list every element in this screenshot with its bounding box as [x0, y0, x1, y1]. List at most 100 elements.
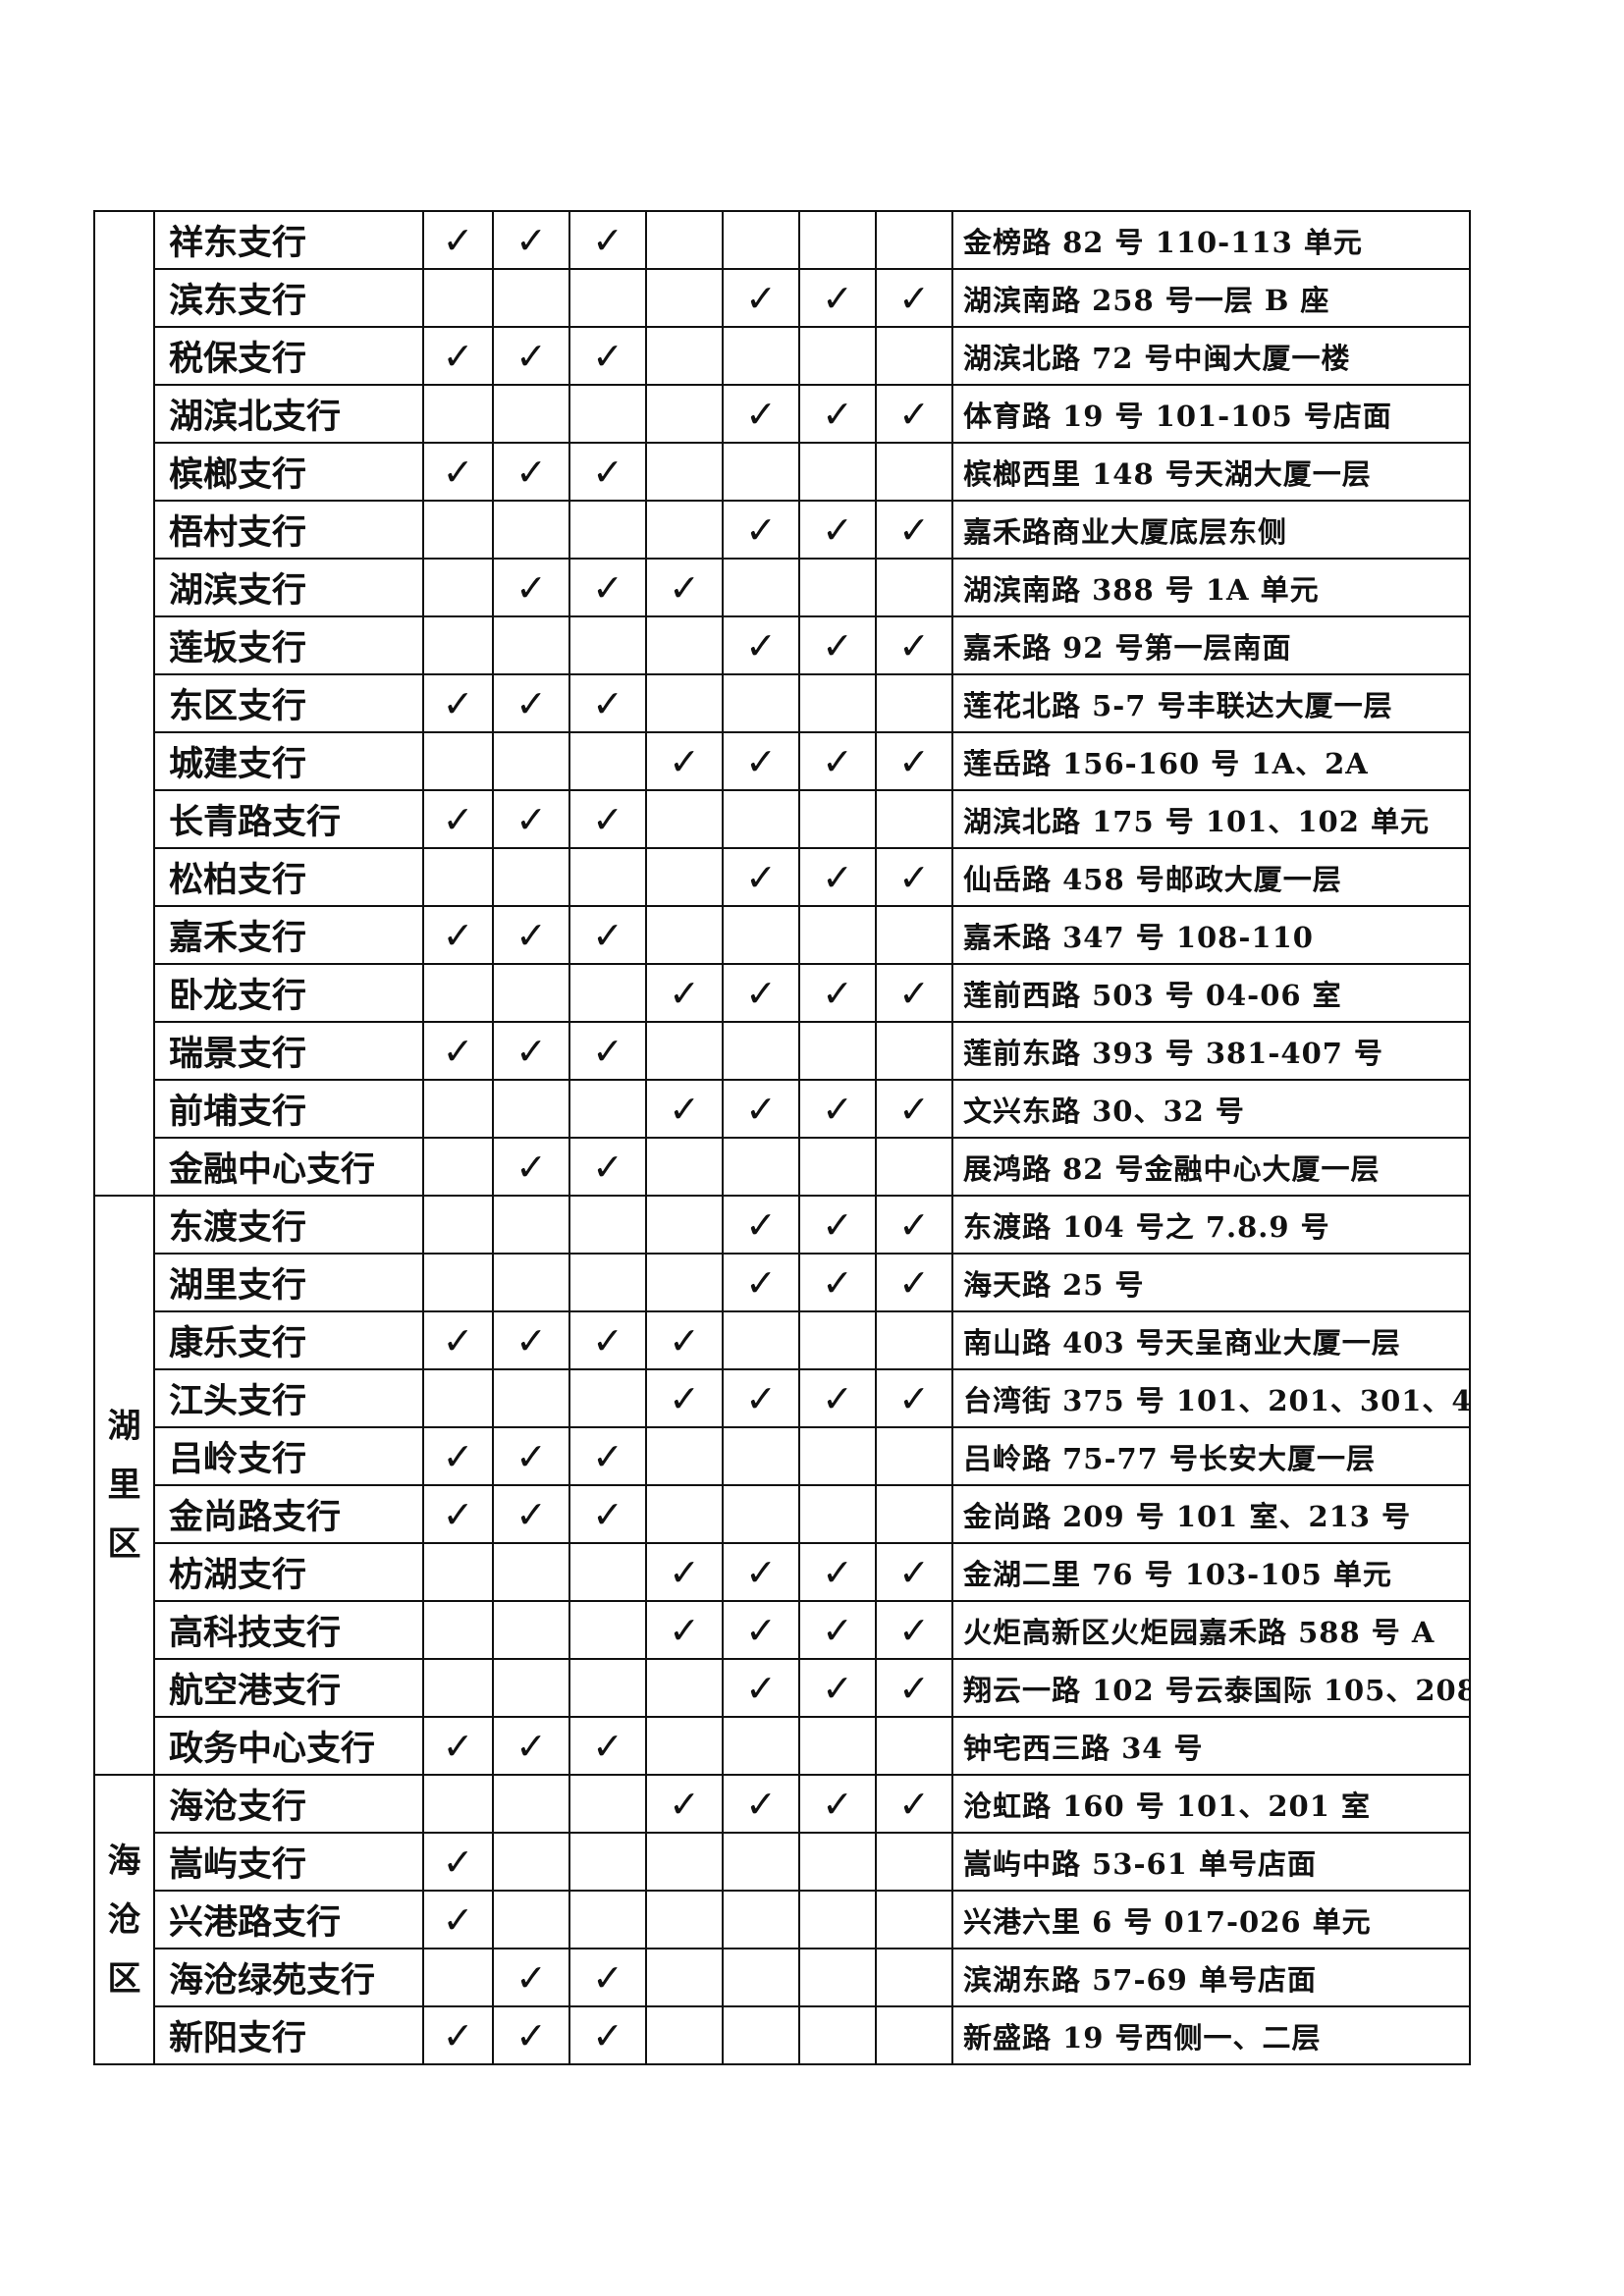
check-mark-icon: ✓ — [492, 326, 570, 386]
check-mark-icon: ✓ — [568, 210, 647, 270]
empty-check-cell — [568, 1774, 647, 1834]
empty-check-cell — [875, 1021, 953, 1081]
branch-address: 湖滨南路 258 号一层 B 座 — [951, 268, 1471, 328]
empty-check-cell — [875, 789, 953, 849]
check-mark-icon: ✓ — [492, 905, 570, 965]
check-mark-icon: ✓ — [798, 500, 877, 560]
empty-check-cell — [722, 1832, 800, 1892]
check-mark-icon: ✓ — [568, 442, 647, 502]
branch-address: 嘉禾路 92 号第一层南面 — [951, 615, 1471, 675]
empty-check-cell — [492, 1890, 570, 1949]
district-label: 海沧区 — [107, 1841, 141, 1999]
empty-check-cell — [568, 1600, 647, 1660]
table-row: 政务中心支行 ✓ ✓ ✓ 钟宅西三路 34 号 — [94, 1716, 1471, 1776]
branch-address: 兴港六里 6 号 017-026 单元 — [951, 1890, 1471, 1949]
empty-check-cell — [568, 1542, 647, 1602]
branch-name: 高科技支行 — [153, 1600, 424, 1660]
branch-address: 嵩屿中路 53-61 单号店面 — [951, 1832, 1471, 1892]
branch-name: 松柏支行 — [153, 847, 424, 907]
branch-address: 钟宅西三路 34 号 — [951, 1716, 1471, 1776]
table-row: 康乐支行 ✓ ✓ ✓ ✓ 南山路 403 号天呈商业大厦一层 — [94, 1310, 1471, 1370]
check-mark-icon: ✓ — [798, 1542, 877, 1602]
empty-check-cell — [568, 1658, 647, 1718]
empty-check-cell — [798, 1832, 877, 1892]
check-mark-icon: ✓ — [722, 615, 800, 675]
empty-check-cell — [645, 1658, 724, 1718]
table-row: 高科技支行 ✓ ✓ ✓ ✓ 火炬高新区火炬园嘉禾路 588 号 A — [94, 1600, 1471, 1660]
empty-check-cell — [568, 847, 647, 907]
table-row: 税保支行 ✓ ✓ ✓ 湖滨北路 72 号中闽大厦一楼 — [94, 326, 1471, 386]
empty-check-cell — [798, 1890, 877, 1949]
check-mark-icon: ✓ — [422, 1484, 494, 1544]
empty-check-cell — [492, 847, 570, 907]
empty-check-cell — [422, 847, 494, 907]
branch-name: 梧村支行 — [153, 500, 424, 560]
check-mark-icon: ✓ — [568, 1021, 647, 1081]
branch-name: 税保支行 — [153, 326, 424, 386]
empty-check-cell — [492, 1368, 570, 1428]
check-mark-icon: ✓ — [798, 268, 877, 328]
check-mark-icon: ✓ — [875, 1600, 953, 1660]
check-mark-icon: ✓ — [568, 1716, 647, 1776]
empty-check-cell — [722, 326, 800, 386]
branch-address: 翔云一路 102 号云泰国际 105、208 — [951, 1658, 1471, 1718]
check-mark-icon: ✓ — [492, 558, 570, 617]
check-mark-icon: ✓ — [568, 1310, 647, 1370]
table-row: 前埔支行 ✓ ✓ ✓ ✓ 文兴东路 30、32 号 — [94, 1079, 1471, 1139]
empty-check-cell — [568, 1195, 647, 1255]
empty-check-cell — [645, 500, 724, 560]
check-mark-icon: ✓ — [798, 847, 877, 907]
empty-check-cell — [422, 1079, 494, 1139]
empty-check-cell — [798, 558, 877, 617]
empty-check-cell — [492, 1079, 570, 1139]
empty-check-cell — [492, 500, 570, 560]
empty-check-cell — [568, 1832, 647, 1892]
empty-check-cell — [645, 1890, 724, 1949]
table-row: 梧村支行 ✓ ✓ ✓ 嘉禾路商业大厦底层东侧 — [94, 500, 1471, 560]
empty-check-cell — [722, 905, 800, 965]
empty-check-cell — [568, 268, 647, 328]
check-mark-icon: ✓ — [722, 384, 800, 444]
check-mark-icon: ✓ — [422, 442, 494, 502]
check-mark-icon: ✓ — [422, 1832, 494, 1892]
branch-address: 仙岳路 458 号邮政大厦一层 — [951, 847, 1471, 907]
check-mark-icon: ✓ — [422, 326, 494, 386]
empty-check-cell — [422, 384, 494, 444]
check-mark-icon: ✓ — [492, 1137, 570, 1197]
empty-check-cell — [568, 731, 647, 791]
empty-check-cell — [798, 442, 877, 502]
branch-address: 体育路 19 号 101-105 号店面 — [951, 384, 1471, 444]
check-mark-icon: ✓ — [875, 1079, 953, 1139]
empty-check-cell — [568, 963, 647, 1023]
empty-check-cell — [422, 1774, 494, 1834]
check-mark-icon: ✓ — [645, 1368, 724, 1428]
empty-check-cell — [422, 1948, 494, 2007]
empty-check-cell — [645, 1021, 724, 1081]
branch-name: 槟榔支行 — [153, 442, 424, 502]
branch-name: 湖里支行 — [153, 1253, 424, 1312]
empty-check-cell — [568, 1079, 647, 1139]
empty-check-cell — [722, 1716, 800, 1776]
branch-name: 湖滨支行 — [153, 558, 424, 617]
empty-check-cell — [722, 1426, 800, 1486]
check-mark-icon: ✓ — [722, 1079, 800, 1139]
table-row: 松柏支行 ✓ ✓ ✓ 仙岳路 458 号邮政大厦一层 — [94, 847, 1471, 907]
branch-name: 康乐支行 — [153, 1310, 424, 1370]
branch-name: 金尚路支行 — [153, 1484, 424, 1544]
check-mark-icon: ✓ — [875, 731, 953, 791]
empty-check-cell — [645, 268, 724, 328]
table-row: 海沧绿苑支行 ✓ ✓ 滨湖东路 57-69 单号店面 — [94, 1948, 1471, 2007]
empty-check-cell — [798, 673, 877, 733]
district-label: 湖里区 — [107, 1407, 141, 1564]
check-mark-icon: ✓ — [645, 963, 724, 1023]
empty-check-cell — [875, 210, 953, 270]
empty-check-cell — [492, 1832, 570, 1892]
branch-address: 东渡路 104 号之 7.8.9 号 — [951, 1195, 1471, 1255]
empty-check-cell — [875, 1890, 953, 1949]
branch-name: 莲坂支行 — [153, 615, 424, 675]
empty-check-cell — [798, 1137, 877, 1197]
check-mark-icon: ✓ — [422, 1021, 494, 1081]
branch-address: 莲前西路 503 号 04-06 室 — [951, 963, 1471, 1023]
empty-check-cell — [722, 1310, 800, 1370]
check-mark-icon: ✓ — [875, 1658, 953, 1718]
